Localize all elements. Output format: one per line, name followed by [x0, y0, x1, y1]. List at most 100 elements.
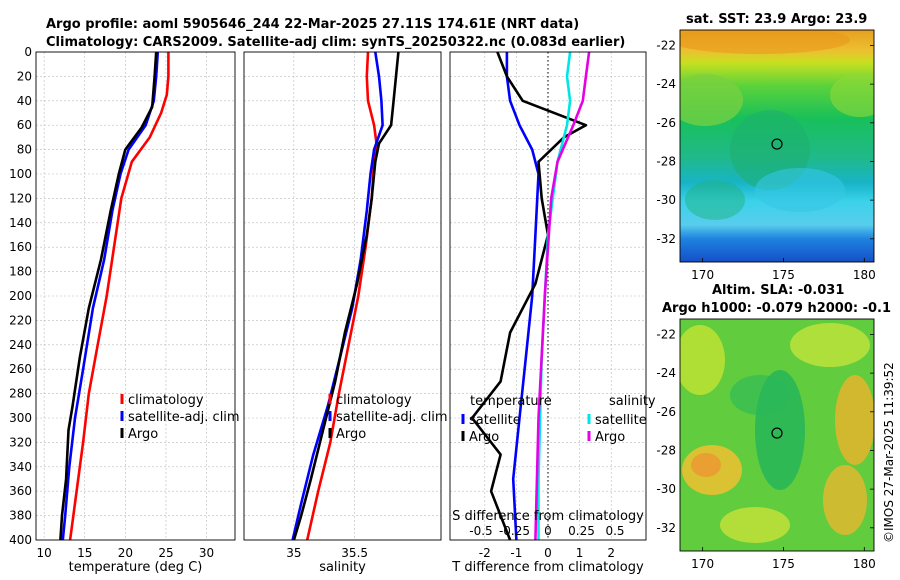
legend-label: satellite-adj. clim	[128, 410, 240, 425]
salinity-x-tick-label: 35.5	[341, 546, 368, 560]
temperature-line-argo	[59, 51, 158, 541]
differences-line-t-argo	[470, 51, 588, 541]
sla-map-y-tick-label: -30	[656, 482, 676, 496]
salinity-difference-tick-label: 0.5	[605, 524, 624, 538]
title-line-2: Climatology: CARS2009. Satellite-adj cli…	[46, 35, 625, 50]
temperature-x-tick-label: 15	[77, 546, 92, 560]
depth-tick-label: 20	[17, 69, 32, 83]
depth-tick-label: 100	[9, 167, 32, 181]
depth-tick-label: 320	[9, 435, 32, 449]
sst-map-title: sat. SST: 23.9 Argo: 23.9	[686, 12, 867, 27]
depth-tick-label: 60	[17, 118, 32, 132]
sst-argo-location-marker	[771, 138, 783, 150]
sst-map-axes: 170 175 180 -22 -24 -26 -28 -30 -32	[656, 38, 875, 282]
temperature-x-tick-label: 20	[118, 546, 133, 560]
legend-title-temperature: temperature	[470, 394, 552, 409]
title-line-1: Argo profile: aoml 5905646_244 22-Mar-20…	[46, 17, 579, 32]
depth-tick-label: 120	[9, 191, 32, 205]
depth-tick-label: 260	[9, 362, 32, 376]
legend-label-salinity: satellite	[595, 413, 647, 428]
differences-frame	[449, 51, 647, 541]
legend-label: climatology	[128, 393, 204, 408]
difference-panel: -2 -1 0 1 2T difference from climatology temp…	[449, 51, 656, 575]
legend-label: Argo	[128, 427, 158, 442]
sst-map-y-tick-label: -32	[656, 232, 676, 246]
depth-tick-label: 200	[9, 289, 32, 303]
differences-x-tick-label: -1	[510, 546, 522, 560]
sst-map-y-tick-label: -28	[656, 154, 676, 168]
differences-x-tick-label: 2	[607, 546, 615, 560]
salinity-difference-tick-label: 0	[544, 524, 552, 538]
temperature-frame	[35, 51, 236, 541]
depth-tick-label: 280	[9, 387, 32, 401]
legend-label: Argo	[336, 427, 366, 442]
temperature-x-tick-label: 30	[199, 546, 214, 560]
sla-map-x-tick-label: 180	[853, 557, 876, 571]
depth-tick-label: 180	[9, 265, 32, 279]
depth-tick-label: 40	[17, 94, 32, 108]
legend-label-temperature: Argo	[469, 430, 499, 445]
sst-map-y-tick-label: -26	[656, 116, 676, 130]
temperature-line-climatology	[68, 52, 170, 541]
sla-map-y-tick-label: -26	[656, 405, 676, 419]
salinity-line-argo	[292, 51, 400, 541]
sst-map-x-tick-label: 180	[853, 268, 876, 282]
depth-tick-label: 240	[9, 338, 32, 352]
salinity-frame	[243, 51, 442, 541]
depth-tick-label: 360	[9, 484, 32, 498]
depth-tick-label: 220	[9, 313, 32, 327]
salinity-difference-tick-label: -0.25	[499, 524, 530, 538]
temperature-x-tick-label: 10	[36, 546, 51, 560]
sst-map-x-tick-label: 170	[691, 268, 714, 282]
depth-tick-label: 140	[9, 216, 32, 230]
sla-argo-location-marker	[771, 427, 783, 439]
legend-label: climatology	[336, 393, 412, 408]
differences-x-label: T difference from climatology	[451, 560, 644, 575]
sla-map-x-tick-label: 170	[691, 557, 714, 571]
depth-tick-label: 380	[9, 509, 32, 523]
sla-map-axes: 170 175 180 -22 -24 -26 -28 -30 -32	[656, 327, 875, 571]
sla-map-y-tick-label: -24	[656, 366, 676, 380]
sst-map-y-tick-label: -30	[656, 193, 676, 207]
salinity-difference-tick-label: -0.5	[469, 524, 492, 538]
salinity-x-tick-label: 35	[286, 546, 301, 560]
differences-x-tick-label: 0	[544, 546, 552, 560]
differences-x-tick-label: -2	[479, 546, 491, 560]
sla-map-x-tick-label: 175	[772, 557, 795, 571]
sla-map-frame	[679, 318, 875, 552]
temperature-x-tick-label: 25	[158, 546, 173, 560]
sla-map-y-tick-label: -32	[656, 521, 676, 535]
legend-label-salinity: Argo	[595, 430, 625, 445]
sla-map-title-1: Altim. SLA: -0.031	[712, 283, 844, 298]
differences-line-s-argo	[534, 51, 591, 541]
salinity-difference-label: S difference from climatology	[452, 509, 644, 524]
depth-tick-label: 340	[9, 460, 32, 474]
depth-tick-label: 300	[9, 411, 32, 425]
sst-map-frame	[679, 29, 875, 263]
differences-line-t-satellite	[505, 52, 540, 541]
depth-tick-label: 400	[9, 533, 32, 547]
depth-tick-label: 0	[24, 45, 32, 59]
sla-map-y-tick-label: -22	[656, 327, 676, 341]
sst-map-y-tick-label: -24	[656, 77, 676, 91]
salinity-x-label: salinity	[319, 560, 366, 575]
differences-x-tick-label: 1	[576, 546, 584, 560]
depth-tick-label: 160	[9, 240, 32, 254]
legend-title-salinity: salinity	[609, 394, 656, 409]
depth-tick-label: 80	[17, 143, 32, 157]
legend-label-temperature: satellite	[469, 413, 521, 428]
imos-watermark: ©IMOS 27-Mar-2025 11:39:52	[882, 362, 896, 543]
legend-label: satellite-adj. clim	[336, 410, 448, 425]
salinity-line-satellite-adj-clim	[291, 51, 384, 541]
sla-map-image	[680, 319, 874, 551]
sst-map-y-tick-label: -22	[656, 38, 676, 52]
salinity-difference-tick-label: 0.25	[568, 524, 595, 538]
sst-map-image	[680, 30, 874, 262]
sla-map-y-tick-label: -28	[656, 443, 676, 457]
sla-map-title-2: Argo h1000: -0.079 h2000: -0.1	[662, 301, 891, 316]
temperature-x-label: temperature (deg C)	[69, 560, 203, 575]
temperature-panel: 0 20 40 60 80 100 120 140 160 180 200 220 240 260 280 3…	[9, 45, 240, 575]
